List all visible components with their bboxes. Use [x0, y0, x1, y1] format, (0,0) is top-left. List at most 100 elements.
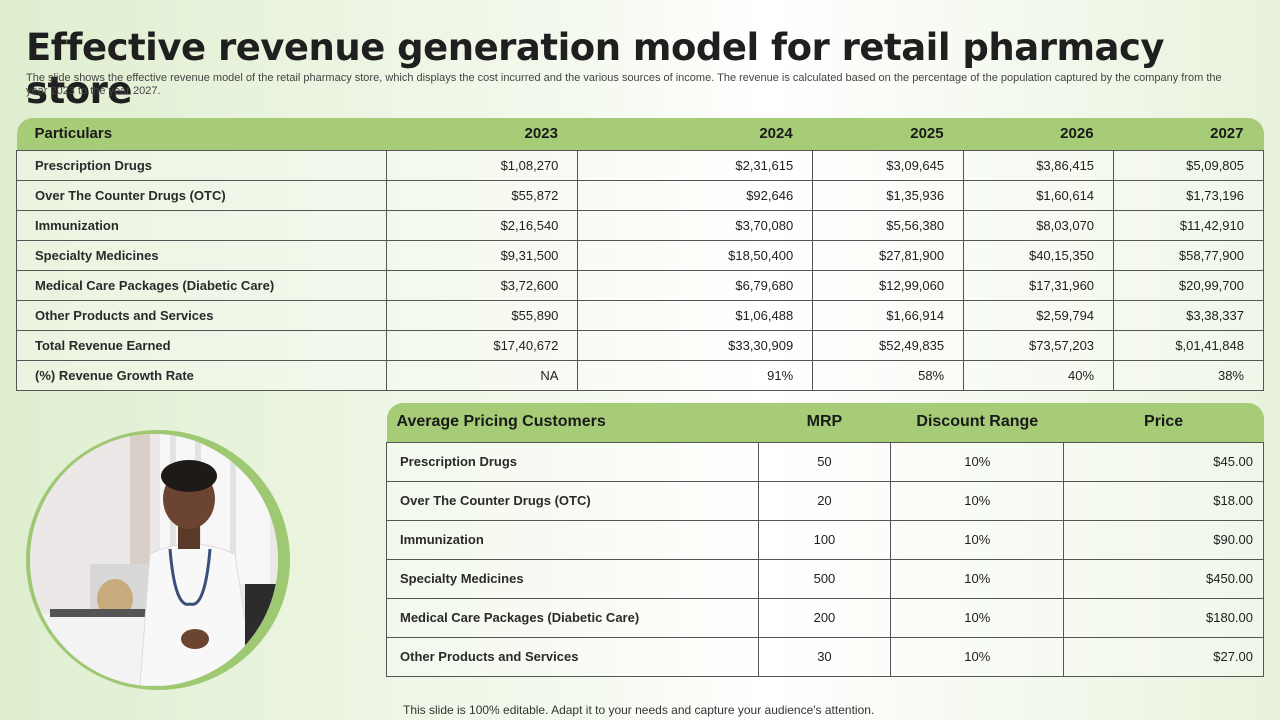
table-row: Prescription Drugs $1,08,270 $2,31,615 $3,0…	[16, 149, 1264, 181]
cell-value: $1,35,936	[812, 179, 965, 211]
header-cell: Average Pricing Customers	[386, 403, 759, 442]
table-row: (%) Revenue Growth Rate NA 91% 58% 40% 38%	[16, 359, 1264, 391]
cell-value: $18,50,400	[577, 239, 814, 271]
cell-value: 10%	[890, 441, 1065, 482]
cell-value: $55,890	[385, 299, 579, 331]
header-cell: 2024	[577, 118, 813, 150]
row-label: Medical Care Packages (Diabetic Care)	[16, 269, 387, 301]
cell-value: $55,872	[385, 179, 579, 211]
header-cell: 2023	[386, 118, 578, 150]
cell-value: $9,31,500	[385, 239, 579, 271]
table-row: Other Products and Services 30 10% $27.00	[386, 636, 1264, 677]
cell-value: $5,09,805	[1113, 149, 1264, 181]
table-row: Prescription Drugs 50 10% $45.00	[386, 441, 1264, 482]
cell-value: $11,42,910	[1113, 209, 1264, 241]
header-cell: MRP	[758, 403, 891, 442]
header-cell: 2026	[963, 118, 1114, 150]
header-cell: Discount Range	[890, 403, 1064, 442]
row-label: (%) Revenue Growth Rate	[16, 359, 387, 391]
pharmacist-photo	[30, 434, 278, 686]
cell-value: 500	[757, 558, 892, 599]
cell-value: $2,59,794	[963, 299, 1115, 331]
row-label: Specialty Medicines	[16, 239, 387, 271]
slide-subtitle: The slide shows the effective revenue mo…	[26, 72, 1222, 97]
cell-value: 10%	[890, 636, 1065, 677]
cell-value: $,01,41,848	[1113, 329, 1264, 361]
table-row: Immunization $2,16,540 $3,70,080 $5,56,380 $…	[16, 209, 1264, 241]
cell-value: $3,38,337	[1113, 299, 1264, 331]
cell-value: $27,81,900	[812, 239, 965, 271]
table-row: Other Products and Services $55,890 $1,06,…	[16, 299, 1264, 331]
cell-value: $1,06,488	[577, 299, 814, 331]
row-label: Prescription Drugs	[16, 149, 387, 181]
revenue-table-header: Particulars 2023 2024 2025 2026 2027	[16, 118, 1264, 150]
cell-value: $5,56,380	[812, 209, 965, 241]
cell-value: $1,66,914	[812, 299, 965, 331]
row-label: Specialty Medicines	[386, 558, 759, 599]
cell-value: $58,77,900	[1113, 239, 1264, 271]
slide-title: Effective revenue generation model for r…	[26, 26, 1165, 112]
row-label: Over The Counter Drugs (OTC)	[16, 179, 387, 211]
cell-value: $27.00	[1063, 636, 1264, 677]
cell-value: 10%	[890, 519, 1065, 560]
cell-value: 10%	[890, 480, 1065, 521]
cell-value: $3,09,645	[812, 149, 965, 181]
cell-value: $6,79,680	[577, 269, 814, 301]
cell-value: 58%	[812, 359, 965, 391]
table-row: Over The Counter Drugs (OTC) 20 10% $18.00	[386, 480, 1264, 521]
doctor-illustration	[30, 434, 278, 686]
cell-value: 100	[757, 519, 892, 560]
table-row: Specialty Medicines 500 10% $450.00	[386, 558, 1264, 599]
row-label: Prescription Drugs	[386, 441, 759, 482]
table-row: Total Revenue Earned $17,40,672 $33,30,909…	[16, 329, 1264, 361]
row-label: Medical Care Packages (Diabetic Care)	[386, 597, 759, 638]
cell-value: $92,646	[577, 179, 814, 211]
row-label: Other Products and Services	[386, 636, 759, 677]
cell-value: 30	[757, 636, 892, 677]
cell-value: $1,08,270	[385, 149, 579, 181]
revenue-table: Particulars 2023 2024 2025 2026 2027 Pre…	[16, 118, 1264, 391]
cell-value: 10%	[890, 558, 1065, 599]
header-cell: Price	[1063, 403, 1264, 442]
photo-frame	[26, 430, 290, 690]
cell-value: $1,60,614	[963, 179, 1115, 211]
cell-value: $180.00	[1063, 597, 1264, 638]
cell-value: $450.00	[1063, 558, 1264, 599]
row-label: Other Products and Services	[16, 299, 387, 331]
cell-value: 38%	[1113, 359, 1264, 391]
cell-value: $12,99,060	[812, 269, 965, 301]
cell-value: $40,15,350	[963, 239, 1115, 271]
row-label: Over The Counter Drugs (OTC)	[386, 480, 759, 521]
cell-value: 20	[757, 480, 892, 521]
cell-value: $90.00	[1063, 519, 1264, 560]
table-row: Medical Care Packages (Diabetic Care) $3,…	[16, 269, 1264, 301]
cell-value: 10%	[890, 597, 1065, 638]
cell-value: 40%	[963, 359, 1115, 391]
cell-value: $17,31,960	[963, 269, 1115, 301]
cell-value: NA	[385, 359, 579, 391]
cell-value: $3,86,415	[963, 149, 1115, 181]
cell-value: $45.00	[1063, 441, 1264, 482]
header-cell: 2027	[1113, 118, 1264, 150]
header-cell: 2025	[812, 118, 964, 150]
table-row: Specialty Medicines $9,31,500 $18,50,400 $2…	[16, 239, 1264, 271]
cell-value: $2,31,615	[577, 149, 814, 181]
pricing-table: Average Pricing Customers MRP Discount R…	[386, 403, 1264, 677]
cell-value: $17,40,672	[385, 329, 579, 361]
row-label: Immunization	[386, 519, 759, 560]
header-cell: Particulars	[16, 118, 387, 150]
cell-value: 200	[757, 597, 892, 638]
footer-note: This slide is 100% editable. Adapt it to…	[403, 703, 875, 717]
cell-value: $8,03,070	[963, 209, 1115, 241]
table-row: Over The Counter Drugs (OTC) $55,872 $92,6…	[16, 179, 1264, 211]
cell-value: $73,57,203	[963, 329, 1115, 361]
cell-value: $20,99,700	[1113, 269, 1264, 301]
cell-value: 50	[757, 441, 892, 482]
table-row: Medical Care Packages (Diabetic Care) 200…	[386, 597, 1264, 638]
cell-value: $52,49,835	[812, 329, 965, 361]
cell-value: $18.00	[1063, 480, 1264, 521]
cell-value: $33,30,909	[577, 329, 814, 361]
pricing-table-header: Average Pricing Customers MRP Discount R…	[386, 403, 1264, 442]
cell-value: 91%	[577, 359, 814, 391]
row-label: Immunization	[16, 209, 387, 241]
